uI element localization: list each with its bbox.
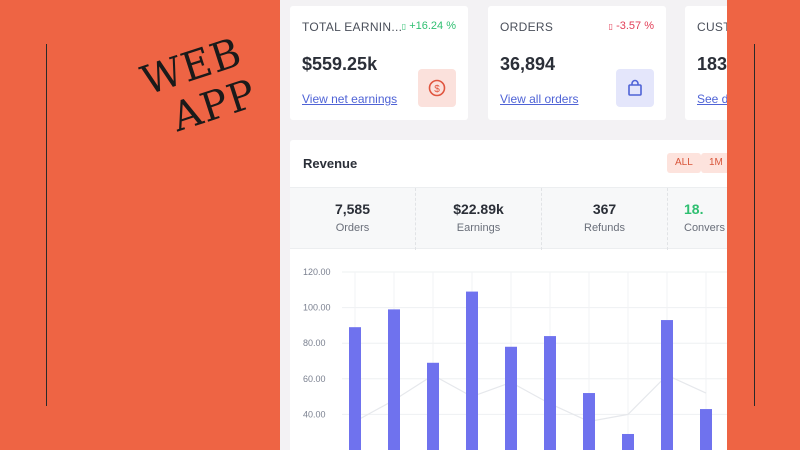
view-net-earnings-link[interactable]: View net earnings bbox=[302, 92, 398, 106]
y-tick-label: 100.00 bbox=[303, 303, 331, 313]
kpi-title: CUST bbox=[697, 20, 727, 34]
stat-value: 7,585 bbox=[334, 201, 371, 217]
kpi-title: TOTAL EARNIN... bbox=[302, 20, 403, 34]
total-earnings-card: TOTAL EARNIN... ▯ +16.24 % $559.25k View … bbox=[290, 6, 468, 120]
revenue-bar-chart: 120.00 100.00 80.00 60.00 40.00 bbox=[303, 267, 727, 450]
view-all-orders-link[interactable]: View all orders bbox=[500, 92, 579, 106]
left-divider-line bbox=[46, 44, 47, 406]
chart-bar[interactable] bbox=[349, 327, 361, 450]
revenue-card: Revenue ALL 1M 7,585 Orders $22.89k Earn… bbox=[290, 140, 727, 450]
chart-bar[interactable] bbox=[700, 409, 712, 450]
stat-conversion: 18. Convers bbox=[668, 188, 727, 250]
chart-bar[interactable] bbox=[661, 320, 673, 450]
chart-bar[interactable] bbox=[544, 336, 556, 450]
see-details-link[interactable]: See d bbox=[697, 92, 727, 106]
kpi-change: ▯ -3.57 % bbox=[608, 20, 654, 32]
stat-label: Orders bbox=[335, 222, 370, 234]
kpi-title: ORDERS bbox=[500, 20, 554, 34]
revenue-stats: 7,585 Orders $22.89k Earnings 367 Refund… bbox=[290, 187, 727, 250]
chart-bar[interactable] bbox=[466, 291, 478, 450]
chart-bar[interactable] bbox=[427, 362, 439, 450]
stat-value: $22.89k bbox=[453, 201, 504, 217]
customers-card: CUST 183. See d bbox=[685, 6, 727, 120]
stat-label: Refunds bbox=[584, 222, 625, 234]
stat-earnings: $22.89k Earnings bbox=[416, 188, 542, 250]
stat-refunds: 367 Refunds bbox=[542, 188, 668, 250]
y-tick-label: 80.00 bbox=[303, 338, 326, 348]
revenue-title: Revenue bbox=[303, 156, 358, 171]
trend-up-icon: ▯ bbox=[401, 22, 407, 31]
right-divider-line bbox=[754, 44, 755, 406]
stat-orders: 7,585 Orders bbox=[290, 188, 416, 250]
chart-bar[interactable] bbox=[622, 433, 634, 450]
stat-value: 367 bbox=[592, 201, 617, 217]
stat-value: 18. bbox=[684, 201, 704, 217]
svg-text:$: $ bbox=[434, 84, 440, 95]
shopping-bag-icon bbox=[616, 69, 654, 107]
y-tick-label: 60.00 bbox=[303, 374, 326, 384]
brand-title: WEB APP bbox=[136, 29, 262, 146]
orders-card: ORDERS ▯ -3.57 % 36,894 View all orders bbox=[488, 6, 666, 120]
kpi-change: ▯ +16.24 % bbox=[401, 20, 456, 32]
chart-bar[interactable] bbox=[388, 309, 400, 450]
chart-bar[interactable] bbox=[583, 393, 595, 450]
dashboard-screen: TOTAL EARNIN... ▯ +16.24 % $559.25k View … bbox=[280, 0, 727, 450]
filter-all-button[interactable]: ALL bbox=[667, 153, 701, 173]
filter-1m-button[interactable]: 1M bbox=[701, 153, 727, 173]
dollar-circle-icon: $ bbox=[418, 69, 456, 107]
kpi-value: 36,894 bbox=[500, 54, 556, 74]
chart-bar[interactable] bbox=[505, 346, 517, 450]
y-tick-label: 120.00 bbox=[303, 267, 331, 277]
stat-label: Convers bbox=[684, 222, 725, 234]
stat-label: Earnings bbox=[456, 222, 501, 234]
kpi-value: $559.25k bbox=[302, 54, 378, 74]
y-tick-label: 40.00 bbox=[303, 409, 326, 419]
trend-down-icon: ▯ bbox=[608, 22, 614, 31]
trend-line bbox=[354, 374, 707, 423]
kpi-value: 183. bbox=[697, 54, 727, 74]
